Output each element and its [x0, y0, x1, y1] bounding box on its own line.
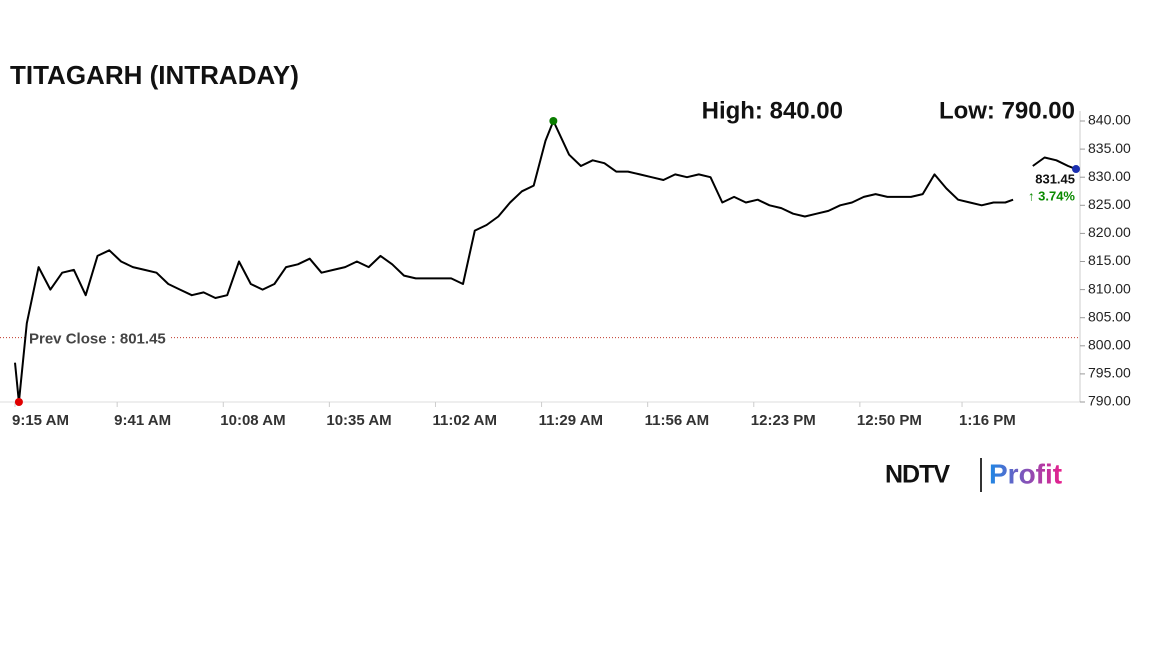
x-tick-label: 9:41 AM — [114, 412, 171, 429]
low-label: Low: 790.00 — [939, 97, 1075, 124]
low-marker — [14, 398, 23, 406]
y-tick-label: 830.00 — [1088, 168, 1131, 184]
y-tick-label: 840.00 — [1088, 112, 1131, 128]
y-tick-label: 815.00 — [1088, 252, 1131, 268]
x-tick-label: 10:08 AM — [220, 412, 285, 429]
y-tick-label: 805.00 — [1088, 308, 1131, 324]
x-tick-label: 12:23 PM — [751, 412, 816, 429]
change-label: ↑ 3.74% — [1028, 188, 1075, 203]
y-tick-label: 790.00 — [1088, 393, 1131, 409]
x-tick-label: 1:16 PM — [959, 412, 1016, 429]
high-label: High: 840.00 — [702, 97, 843, 124]
prev-close-label-bg — [25, 329, 170, 349]
logo-product: Profit — [989, 458, 1062, 489]
x-tick-label: 11:02 AM — [432, 412, 496, 429]
y-tick-label: 835.00 — [1088, 140, 1131, 156]
x-tick-label: 12:50 PM — [857, 412, 922, 429]
y-tick-label: 825.00 — [1088, 196, 1131, 212]
y-tick-label: 800.00 — [1088, 337, 1131, 353]
x-tick-label: 11:29 AM — [539, 412, 603, 429]
last-price: 831.45 — [1035, 171, 1075, 186]
y-tick-label: 820.00 — [1088, 224, 1131, 240]
x-tick-label: 11:56 AM — [645, 412, 709, 429]
high-marker — [549, 117, 558, 125]
price-line — [14, 120, 1077, 403]
logo-brand: NDTV — [885, 461, 950, 489]
x-tick-label: 9:15 AM — [12, 412, 69, 429]
y-tick-label: 810.00 — [1088, 280, 1131, 296]
prev-close-label: Prev Close : 801.45 — [29, 331, 166, 348]
x-tick-label: 10:35 AM — [326, 412, 391, 429]
last-marker — [1072, 165, 1080, 174]
chart-title: TITAGARH (INTRADAY) — [10, 60, 299, 90]
y-tick-label: 795.00 — [1088, 365, 1131, 381]
